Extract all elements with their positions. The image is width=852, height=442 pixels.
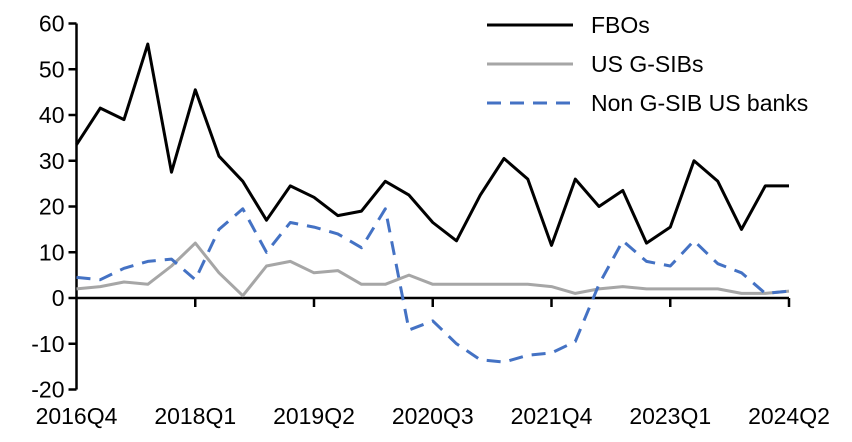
- x-axis-tick-label: 2018Q1: [154, 403, 236, 429]
- y-axis-tick-label: 20: [39, 194, 65, 220]
- y-axis-tick-label: -10: [31, 331, 64, 357]
- legend-label-fbos: FBOs: [591, 12, 650, 38]
- y-axis-tick-label: 0: [52, 285, 65, 311]
- x-axis-tick-label: 2019Q2: [273, 403, 355, 429]
- y-axis-tick-label: 60: [39, 11, 65, 37]
- y-axis-tick-label: 10: [39, 239, 65, 265]
- x-axis-tick-label: 2020Q3: [392, 403, 474, 429]
- series-line-fbos: [75, 42, 789, 247]
- legend: FBOs US G-SIBs Non G-SIB US banks: [487, 12, 808, 116]
- x-axis-tick-label: 2023Q1: [629, 403, 711, 429]
- x-axis-tick-label: 2021Q4: [511, 403, 593, 429]
- y-axis-tick-label: 30: [39, 148, 65, 174]
- y-axis-tick-label: 50: [39, 56, 65, 82]
- y-axis-tick-label: -20: [31, 377, 64, 403]
- x-axis-tick-label: 2016Q4: [36, 403, 118, 429]
- legend-label-us-g-sibs: US G-SIBs: [591, 51, 703, 77]
- series-lines: [75, 42, 790, 364]
- legend-label-non-g-sib-us-banks: Non G-SIB US banks: [591, 90, 808, 116]
- y-axis-tick-label: 40: [39, 102, 65, 128]
- series-line-non-g-sib-us-banks: [76, 207, 790, 364]
- x-axis-tick-label: 2024Q2: [748, 403, 830, 429]
- series-line-us-g-sibs: [76, 241, 790, 298]
